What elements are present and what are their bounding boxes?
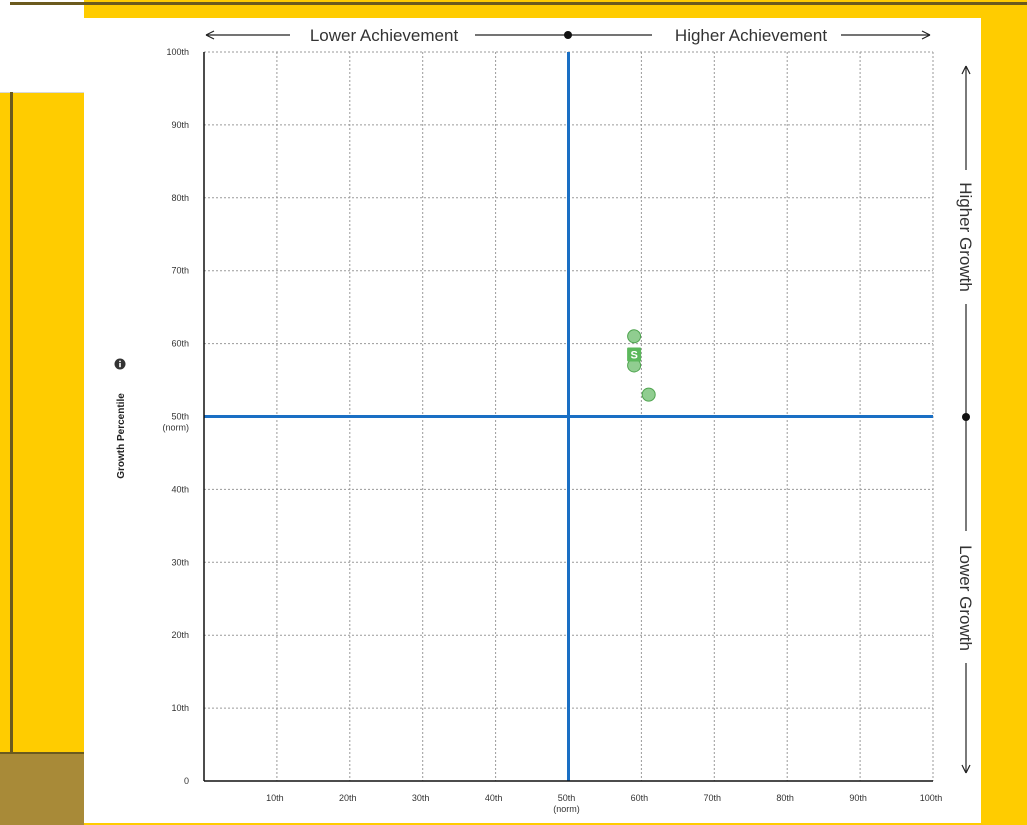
student-marker-label: S (630, 350, 637, 362)
growth-achievement-chart: 010th20th30th40th50th(norm)60th70th80th9… (114, 26, 975, 814)
down-arrowhead-icon (961, 764, 971, 774)
x-tick-label: 40th (485, 793, 503, 803)
lower-growth-label: Lower Growth (956, 545, 975, 651)
norm-lines (204, 52, 933, 781)
growth-arrow: Higher Growth Lower Growth (956, 65, 975, 774)
student-marker[interactable]: S (627, 347, 642, 362)
axes (203, 52, 933, 782)
left-arrowhead-icon (205, 30, 215, 40)
data-point[interactable] (641, 387, 656, 402)
y-tick-sublabel: (norm) (163, 423, 190, 433)
x-tick-label: 70th (704, 793, 722, 803)
y-tick-label: 50th (171, 412, 189, 422)
achievement-arrow: Lower Achievement Higher Achievement (205, 26, 931, 45)
y-tick-label: 0 (184, 776, 189, 786)
y-tick-label: 20th (171, 630, 189, 640)
y-tick-label: 40th (171, 484, 189, 494)
x-tick-label: 50th (558, 793, 576, 803)
lower-achievement-label: Lower Achievement (310, 26, 459, 45)
background-window (0, 0, 84, 93)
x-tick-label: 60th (631, 793, 649, 803)
x-tick-label: 30th (412, 793, 430, 803)
x-tick-label: 100th (920, 793, 943, 803)
y-tick-label: 80th (171, 193, 189, 203)
y-tick-labels: 0 10th 20th 30th 40th 50th(norm) 60th 70th 80th 9… (163, 47, 190, 786)
growth-midpoint-dot (962, 413, 970, 421)
y-tick-label: 70th (171, 266, 189, 276)
x-tick-label: 10th (266, 793, 284, 803)
y-tick-label: 90th (171, 120, 189, 130)
student-marker-box (627, 347, 642, 362)
up-arrowhead-icon (961, 65, 971, 75)
background-strip (0, 752, 84, 825)
x-tick-sublabel: (norm) (553, 804, 580, 814)
data-points: S (627, 329, 656, 402)
achievement-midpoint-dot (564, 31, 572, 39)
higher-achievement-label: Higher Achievement (675, 26, 827, 45)
y-tick-label: 100th (166, 47, 189, 57)
y-tick-label: 10th (171, 703, 189, 713)
data-point[interactable] (627, 329, 642, 344)
chart-panel: 0 10th 20th 30th 40th 50th (norm) 60th 70th 80th 9… (84, 18, 981, 823)
y-axis-title-group: Growth Percentile (116, 393, 127, 479)
x-tick-label: 20th (339, 793, 357, 803)
background-frame-top (10, 2, 1027, 5)
x-tick-labels: 10th 20th 30th 40th 50th(norm) 60th 70th 80th 90… (266, 793, 942, 814)
higher-growth-label: Higher Growth (956, 182, 975, 292)
right-arrowhead-icon (921, 30, 931, 40)
y-tick-label: 60th (171, 339, 189, 349)
background-frame-left (10, 92, 13, 752)
y-tick-label: 30th (171, 557, 189, 567)
x-tick-label: 80th (776, 793, 794, 803)
info-circle-icon[interactable] (114, 358, 126, 370)
x-tick-label: 90th (849, 793, 867, 803)
y-axis-title: Growth Percentile (116, 393, 127, 479)
